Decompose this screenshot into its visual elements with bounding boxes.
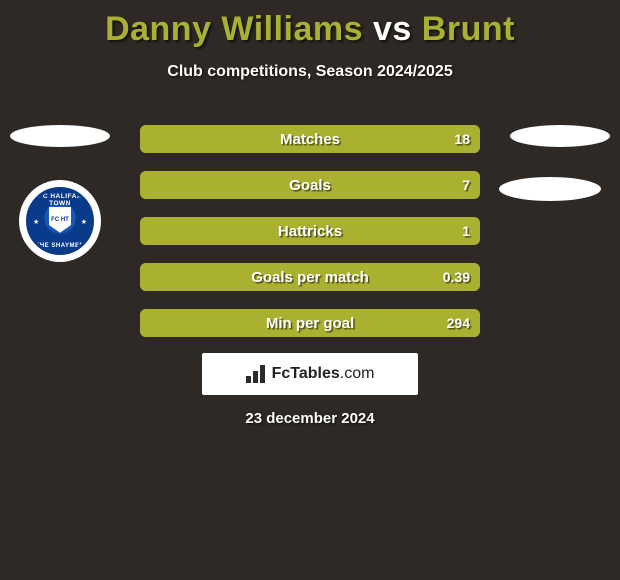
brand-text: FcTables.com <box>272 365 375 383</box>
brand-bold: FcTables <box>272 365 340 382</box>
club-badge-shield: FC HT <box>49 207 71 233</box>
player1-blank-oval-1 <box>10 125 110 147</box>
bar-label: Goals <box>289 177 331 194</box>
title-vs: vs <box>373 10 412 48</box>
page-title: Danny Williams vs Brunt <box>0 0 620 49</box>
bar-value-right: 1 <box>462 223 470 239</box>
bar-chart-icon <box>246 365 266 383</box>
bar-value-right: 7 <box>462 177 470 193</box>
title-player2: Brunt <box>422 10 515 48</box>
stat-bars: Matches 18 Goals 7 Hattricks 1 Goals per match… <box>140 125 480 355</box>
star-icon: ★ <box>81 218 87 226</box>
bar-value-right: 0.39 <box>443 269 470 285</box>
subtitle: Club competitions, Season 2024/2025 <box>0 63 620 81</box>
player2-blank-oval-1 <box>510 125 610 147</box>
star-icon: ★ <box>33 218 39 226</box>
stat-bar-row: Goals per match 0.39 <box>140 263 480 291</box>
stat-bar-row: Min per goal 294 <box>140 309 480 337</box>
brand-light: .com <box>340 365 375 382</box>
club-badge-bottom-text: THE SHAYMEN <box>29 243 91 249</box>
bar-label: Matches <box>280 131 340 148</box>
player2-blank-oval-2 <box>499 177 601 201</box>
club-badge-top-text: FC HALIFAX TOWN <box>29 193 91 207</box>
club-badge-inner: FC HALIFAX TOWN ★ ★ FC HT THE SHAYMEN <box>26 187 94 255</box>
title-player1: Danny Williams <box>105 10 363 48</box>
stat-bar-row: Matches 18 <box>140 125 480 153</box>
bar-value-right: 294 <box>447 315 470 331</box>
bar-value-right: 18 <box>454 131 470 147</box>
club-badge-shield-text: FC HT <box>51 217 69 223</box>
comparison-infographic: Danny Williams vs Brunt Club competition… <box>0 0 620 580</box>
bar-label: Hattricks <box>278 223 342 240</box>
club-badge: FC HALIFAX TOWN ★ ★ FC HT THE SHAYMEN <box>19 180 101 262</box>
brand-box: FcTables.com <box>202 353 418 395</box>
bar-label: Min per goal <box>266 315 354 332</box>
stat-bar-row: Hattricks 1 <box>140 217 480 245</box>
bar-label: Goals per match <box>251 269 369 286</box>
date-text: 23 december 2024 <box>0 410 620 427</box>
stat-bar-row: Goals 7 <box>140 171 480 199</box>
